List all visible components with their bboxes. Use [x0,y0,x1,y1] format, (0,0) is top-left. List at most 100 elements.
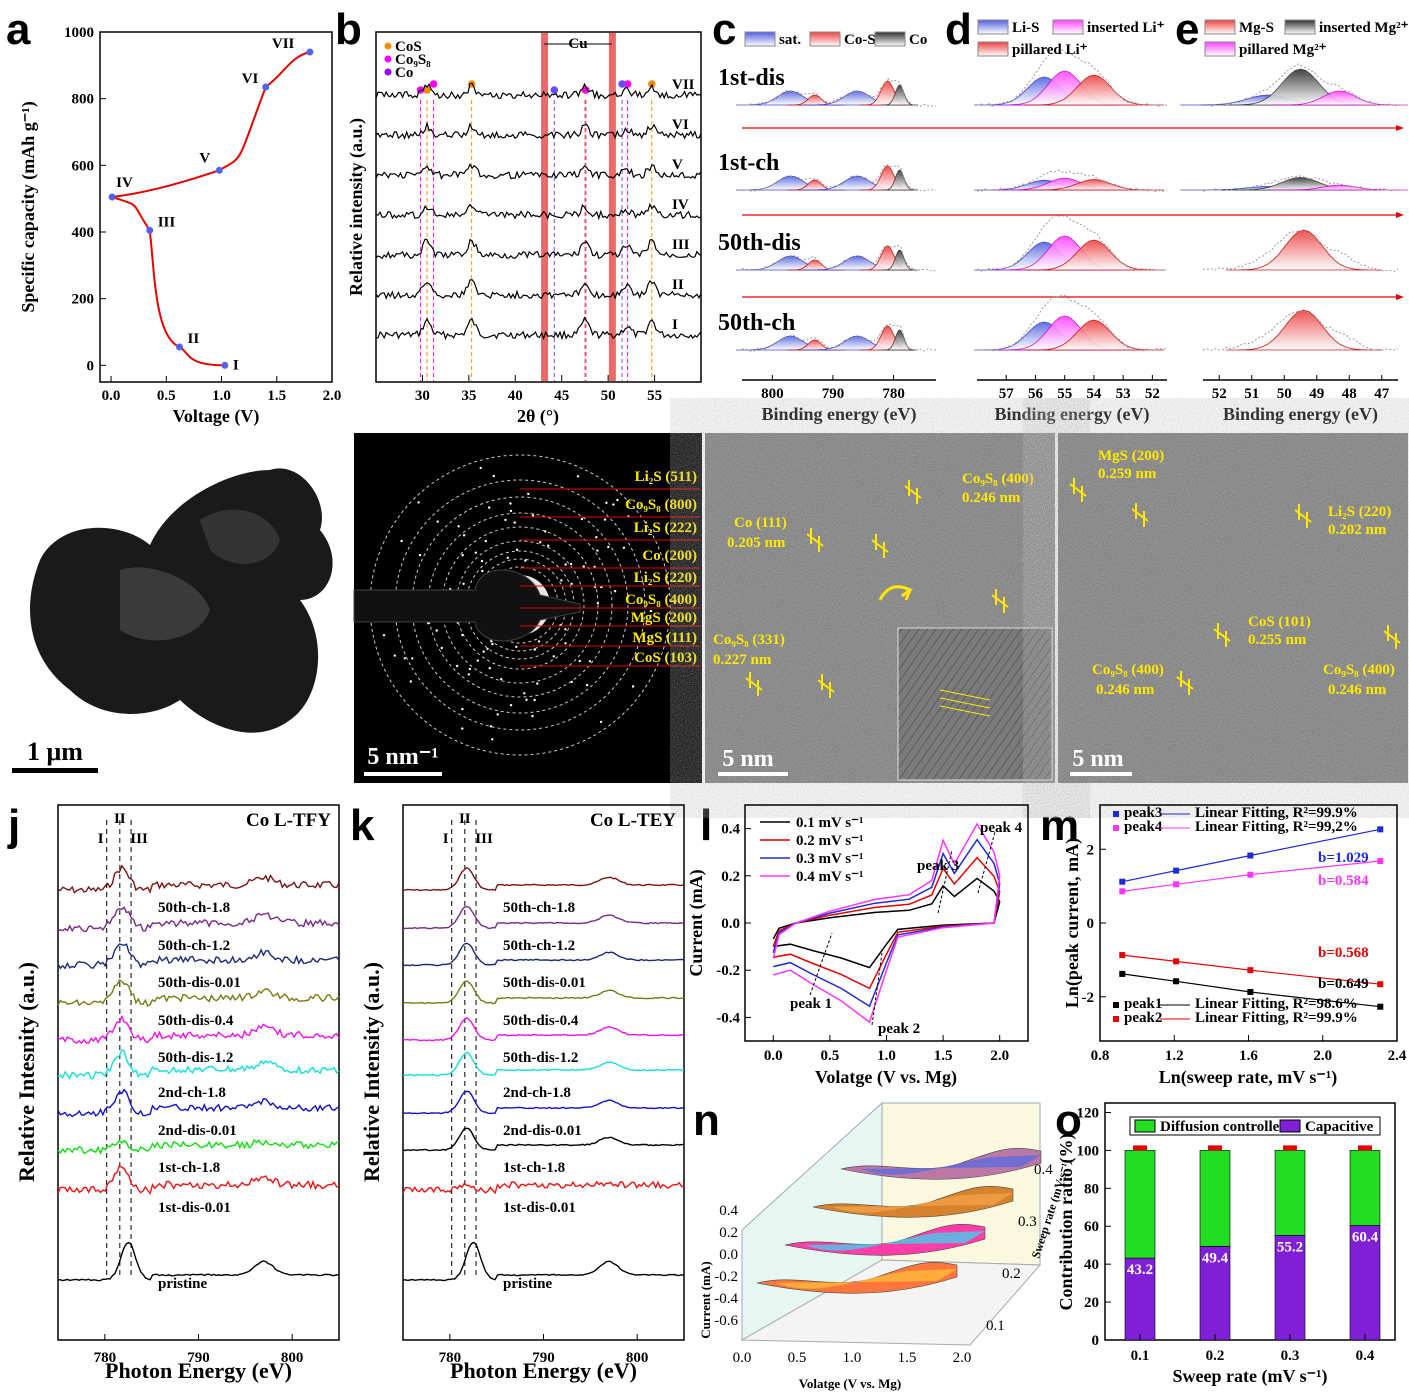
saed-spot [531,714,534,718]
chart-a-point [215,166,223,174]
chart-n-ytick-label: 0.4 [719,1203,738,1219]
chart-a-xtick-label: 0.5 [157,388,176,404]
saed-spot [457,525,460,528]
saed-spot [474,551,477,554]
chart-l-cv-curve [772,822,1001,1024]
hrtem-h-inset-fringes [939,689,991,717]
chart-b-ylabel: Relative intensity (a.u.) [346,118,367,296]
saed-spot [492,474,495,478]
chart-k-trace-label: 50th-ch-1.2 [503,938,575,954]
chart-n-ytick-label: 0.0 [719,1247,738,1263]
chart-j-trace [57,1049,340,1080]
hrtem-label: Li₂S (220) [1328,504,1391,520]
hrtem-i-scalebar-label: 5 nm [1072,746,1123,772]
chart-b-xtick-label: 35 [461,388,476,404]
panel-label: a [6,5,31,54]
saed-spot [489,725,493,728]
chart-a-xlabel: Voltage (V) [173,406,260,427]
xps-xlabel: Binding energy (eV) [1223,404,1378,425]
tem-f-particle-detail [200,509,280,564]
chart-k-marker-label: II [459,811,471,827]
chart-b-xtick-label: 55 [647,388,662,404]
xps-envelope [1202,175,1399,192]
chart-o-errorbar [1358,1145,1372,1151]
xps-xtick-label: 48 [1342,386,1357,402]
xps-xtick-label: 780 [882,386,905,402]
chart-a-ytick-label: 600 [72,158,95,174]
chart-a-point [221,361,229,369]
panel-label: j [7,801,20,850]
saed-spot [612,503,615,506]
lattice-marker-icon [871,534,889,558]
chart-a-ytick-label: 200 [72,292,95,308]
chart-b-trace-label: III [672,237,690,253]
chart-j-trace [57,1241,340,1282]
chart-b-ref-marker [618,80,626,88]
chart-l-ylabel: Current (mA) [686,869,707,976]
saed-spot [440,646,443,650]
saed-g-scalebar-label: 5 nm⁻¹ [367,744,438,770]
saed-spot [536,682,539,685]
chart-o-bar-capacitive [1199,1246,1231,1341]
xps-xlabel: Binding energy (eV) [995,404,1150,425]
chart-a-point [108,193,116,201]
chart-l: 0.0 0.5 1.0 1.5 2.0 -0.4 -0.2 0.0 0.2 0.4 0.1 mV s… [686,804,1029,1088]
chart-j-xtick-label: 790 [187,1350,210,1366]
xps-row-label: 50th-ch [718,310,795,336]
hrtem-label: 0.202 nm [1328,522,1387,538]
chart-b-legend-marker [384,42,392,50]
chart-k-trace-label: 2nd-dis-0.01 [503,1123,582,1139]
chart-l-peak-guide [937,849,953,914]
chart-b-trace [375,162,702,181]
chart-m-xtick-label: 2.0 [1313,1048,1332,1064]
chart-n-ylabel: Current (mA) [698,1261,713,1338]
saed-spot [595,536,598,539]
saed-spot [436,520,439,523]
xps-row-label: 50th-dis [718,230,801,256]
chart-m-legend-marker [1113,1016,1119,1022]
chart-l-peak-guide [977,831,996,894]
chart-l-peak-annotation: peak 4 [980,820,1023,836]
chart-k-trace-label: pristine [503,1276,553,1292]
xps-envelope [741,164,937,192]
chart-m-slope: b=1.029 [1318,850,1369,866]
chart-l-legend-label: 0.1 mV s⁻¹ [796,815,864,831]
chart-a-point [306,48,314,56]
saed-spot [533,648,536,651]
xps-envelope [976,49,1168,107]
chart-n: 0.0 0.5 1.0 1.5 2.0 -0.6 -0.4 -0.2 0.0 0.2 0.4 0.1 0… [698,1101,1074,1391]
hrtem-h-inset [897,627,1053,781]
xps-legend-swatch [977,19,1009,35]
chart-n-ztick-label: 0.3 [1018,1214,1037,1230]
saed-ring [441,526,599,684]
saed-spot [585,683,589,687]
saed-spot [509,502,512,505]
chart-l-peak-guide [809,932,833,996]
chart-n-cv-surface [805,1231,985,1251]
chart-b-legend-label: Co₉S₈ [395,52,431,68]
chart-j-trace [57,1088,340,1118]
saed-ring-label: Li₂S (220) [634,570,697,586]
hrtem-i-labels: MgS (200) 0.259 nm Li₂S (220) 0.202 nm CoS (… [1069,448,1401,698]
chart-n-xtick-label: 1.0 [843,1350,862,1366]
chart-j-trace-label: 2nd-dis-0.01 [158,1123,237,1139]
saed-spot [482,650,485,653]
saed-spot [417,501,420,504]
saed-spot [544,530,547,533]
chart-o-xlabel: Sweep rate (mV s⁻¹) [1172,1366,1327,1387]
xps-legend-swatch [1052,19,1084,35]
chart-o-errorbar [1208,1145,1222,1151]
xps-peak [881,84,918,106]
chart-k-trace [402,1127,685,1152]
chart-j-trace [57,979,340,1008]
chart-m-fit-line [1122,973,1381,1008]
xps-legend-swatch [874,31,906,47]
chart-b-trace-label: VII [672,77,695,93]
saed-spot [531,514,535,517]
chart-o-bar-diffusion [1274,1150,1306,1236]
xps-xtick-label: 49 [1309,386,1324,402]
chart-o-xtick-label: 0.4 [1356,1348,1375,1364]
chart-k-xtick-label: 780 [439,1350,462,1366]
